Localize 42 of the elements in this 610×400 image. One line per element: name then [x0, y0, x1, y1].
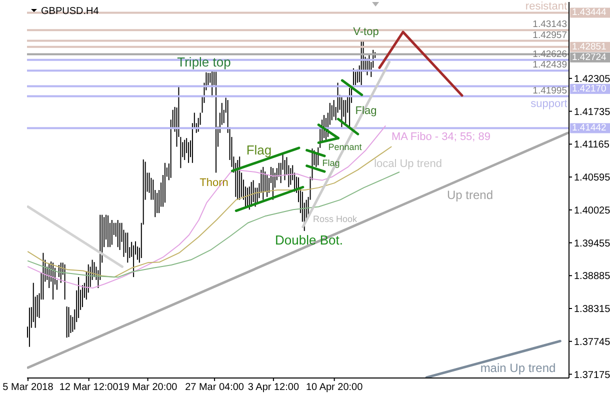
annotation: 1.43143: [532, 19, 567, 30]
y-tick-label: 1.40025: [574, 205, 610, 216]
annotation: resistant: [525, 0, 567, 13]
annotation: Thorn: [200, 177, 228, 189]
y-tick-label: 1.37175: [574, 370, 610, 381]
annotation: Flag: [246, 142, 272, 158]
annotation: Flag: [322, 158, 340, 168]
annotation: Up trend: [446, 188, 494, 202]
annotation: V-top: [353, 26, 379, 38]
y-tick-label: 1.42305: [574, 74, 610, 85]
annotation: Double Bot.: [275, 232, 343, 248]
annotation: Flag: [355, 105, 377, 117]
y-tick-label: 1.38315: [574, 304, 610, 316]
y-tick-label: 1.41735: [574, 106, 610, 118]
x-tick-label: 5 Mar 2018: [2, 382, 54, 394]
annotation: Pennant: [328, 142, 362, 152]
ref-line-label: 1.42170: [572, 83, 606, 94]
chart-title: GBPUSD.H4: [41, 6, 100, 17]
annotation: Triple top: [177, 54, 231, 70]
annotation: 1.41995: [532, 85, 567, 96]
y-tick-label: 1.41165: [574, 140, 610, 151]
annotation: MA Fibo - 34; 55; 89: [391, 131, 491, 143]
ref-line-label: 1.41442: [572, 122, 606, 134]
y-tick-label: 1.38885: [574, 271, 610, 282]
annotation: main Up trend: [480, 361, 556, 375]
ref-line-label: 1.42851: [572, 41, 606, 52]
y-tick-label: 1.39455: [574, 238, 610, 250]
annotation: 1.42957: [532, 30, 567, 41]
x-tick-label: 10 Apr 20:00: [306, 382, 364, 394]
y-tick-label: 1.40595: [574, 172, 610, 184]
x-tick-label: 19 Mar 20:00: [118, 382, 178, 394]
x-tick-label: 27 Mar 04:00: [185, 382, 244, 394]
ref-line-label: 1.42724: [572, 52, 606, 63]
annotation: 1.42626: [532, 48, 567, 60]
annotation: local Up trend: [374, 158, 442, 170]
annotation: Ross Hook: [312, 214, 358, 224]
x-tick-label: 12 Mar 12:00: [59, 382, 119, 394]
y-tick-label: 1.37745: [574, 336, 610, 348]
ref-line-label: 1.43444: [572, 7, 606, 18]
annotation: support: [530, 98, 568, 110]
annotation: 1.42439: [532, 60, 567, 71]
x-tick-label: 3 Apr 12:00: [248, 382, 300, 394]
